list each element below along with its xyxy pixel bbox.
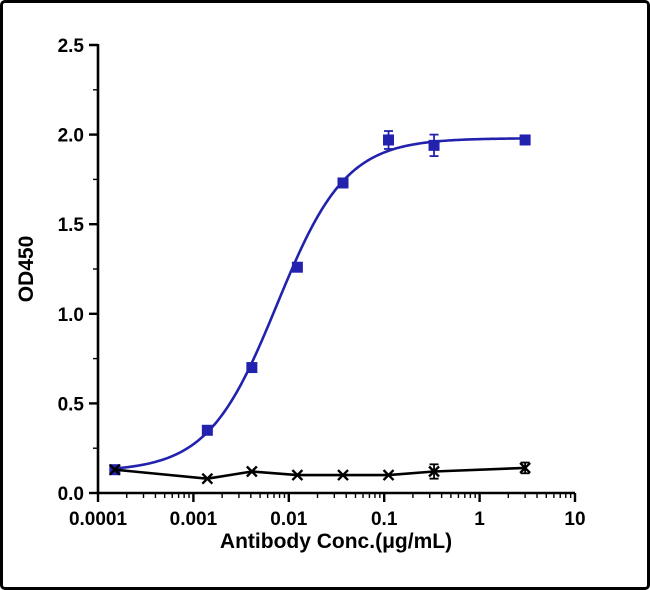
square-marker — [519, 134, 531, 146]
x-tick-label: 0.001 — [170, 509, 218, 530]
x-marker — [291, 469, 304, 481]
x-tick-label: 10 — [564, 509, 585, 530]
square-marker — [246, 362, 258, 374]
y-tick-label: 1.5 — [58, 215, 85, 236]
series-line — [114, 466, 526, 480]
x-tick-label: 0.1 — [371, 509, 398, 530]
square-marker — [428, 139, 440, 151]
square-marker — [383, 134, 395, 146]
x-marker — [382, 469, 395, 481]
square-marker — [337, 177, 349, 189]
x-marker — [337, 469, 349, 481]
square-marker — [201, 424, 213, 436]
x-tick-label: 0.0001 — [69, 509, 128, 530]
x-marker — [201, 472, 214, 485]
y-axis-title: OD450 — [15, 236, 38, 303]
x-tick-label: 0.01 — [270, 509, 307, 530]
x-marker — [246, 465, 258, 478]
y-tick-label: 0.5 — [58, 394, 85, 415]
x-marker — [108, 463, 121, 476]
y-tick-label: 2.5 — [58, 36, 85, 57]
square-marker — [291, 261, 303, 273]
chart-canvas: Antibody Conc.(μg/mL) OD450 0.0001 0.001 0… — [15, 36, 586, 553]
y-tick-label: 0.0 — [58, 484, 84, 505]
x-marker — [428, 465, 440, 478]
x-marker — [519, 462, 531, 474]
y-tick-label: 2.0 — [58, 126, 84, 147]
y-tick-label: 1.0 — [58, 305, 84, 326]
series-fit-curve — [114, 137, 526, 470]
x-axis-title: Antibody Conc.(μg/mL) — [220, 530, 452, 553]
x-tick-label: 1 — [474, 509, 485, 530]
